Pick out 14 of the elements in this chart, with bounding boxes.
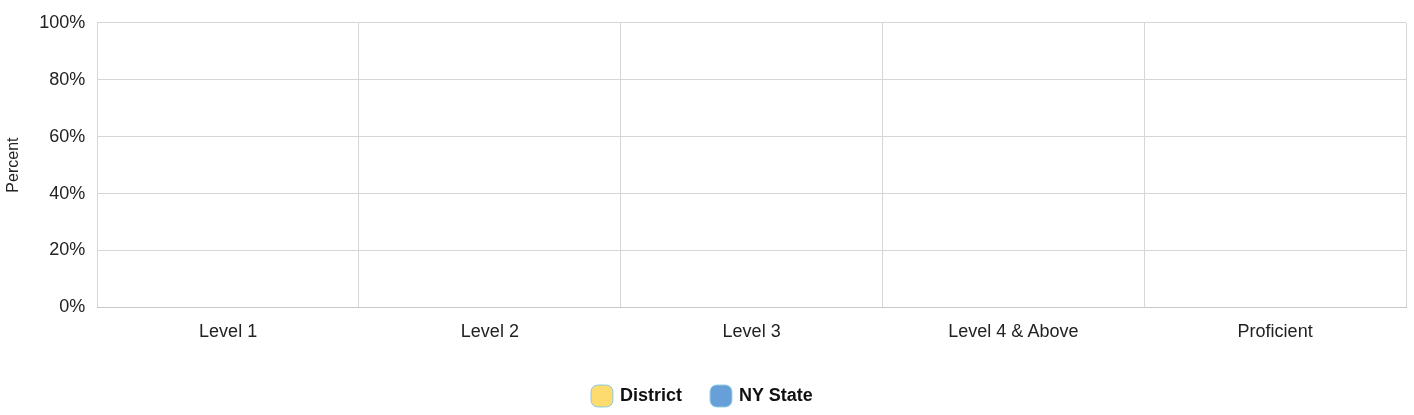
x-tick-label: Proficient xyxy=(1237,321,1313,342)
y-tick-label: 40% xyxy=(49,182,86,203)
y-tick-label: 60% xyxy=(49,125,86,146)
y-tick-label: 100% xyxy=(39,11,86,32)
y-tick-label: 20% xyxy=(49,239,86,260)
x-tick-label: Level 3 xyxy=(722,321,781,342)
y-axis-title: Percent xyxy=(4,136,22,193)
x-tick-label: Level 1 xyxy=(199,321,258,342)
y-tick-label: 80% xyxy=(49,68,86,89)
legend-label: District xyxy=(619,384,682,405)
y-tick-label: 0% xyxy=(59,296,86,317)
legend-label: NY State xyxy=(739,384,813,405)
x-tick-label: Level 2 xyxy=(460,321,519,342)
x-tick-label: Level 4 & Above xyxy=(948,321,1079,342)
